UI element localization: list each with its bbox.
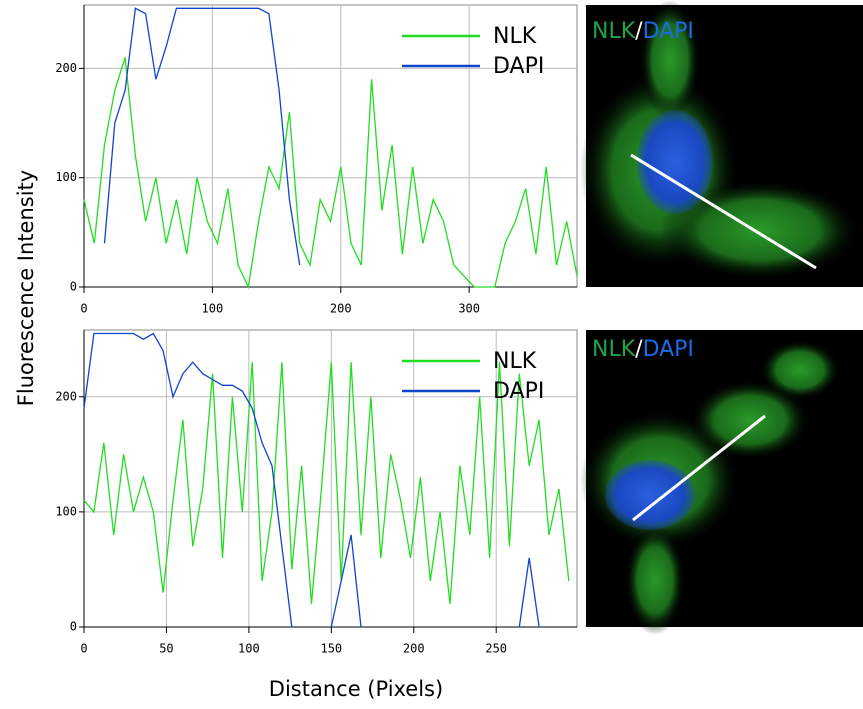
image-label-part: / [635,19,643,44]
legend-label: NLK [493,349,537,374]
image-label-part: / [635,337,643,362]
image-label-part: DAPI [643,337,694,362]
legend-label: NLK [493,24,537,49]
data-line [330,534,362,628]
x-tick-label: 0 [80,642,87,656]
y-tick-label: 0 [70,280,77,294]
x-tick-label: 100 [238,642,260,656]
y-tick-label: 100 [55,170,77,184]
x-tick-label: 100 [202,302,224,316]
y-tick-label: 0 [70,620,77,634]
legend-label: DAPI [493,54,544,79]
x-axis-label: Distance (Pixels) [269,677,443,701]
y-tick-label: 200 [55,389,77,403]
data-line [518,557,540,628]
image-label-part: NLK [592,19,636,44]
x-tick-label: 0 [80,302,87,316]
y-tick-label: 200 [55,61,77,75]
x-tick-label: 200 [330,302,352,316]
data-line [83,332,293,628]
image-label: NLK/DAPI [592,19,694,44]
y-axis-label: Fluorescence Intensity [14,170,38,406]
data-line [103,7,301,266]
x-tick-label: 50 [159,642,173,656]
data-line [83,362,570,605]
image-label-part: NLK [592,337,636,362]
x-tick-label: 250 [485,642,507,656]
x-tick-label: 300 [458,302,480,316]
image-panel [580,0,863,287]
data-line [83,57,578,290]
image-panel [580,330,863,635]
image-label: NLK/DAPI [592,337,694,362]
x-tick-label: 150 [320,642,342,656]
legend-label: DAPI [493,379,544,404]
image-label-part: DAPI [643,19,694,44]
x-tick-label: 200 [403,642,425,656]
y-tick-label: 100 [55,504,77,518]
